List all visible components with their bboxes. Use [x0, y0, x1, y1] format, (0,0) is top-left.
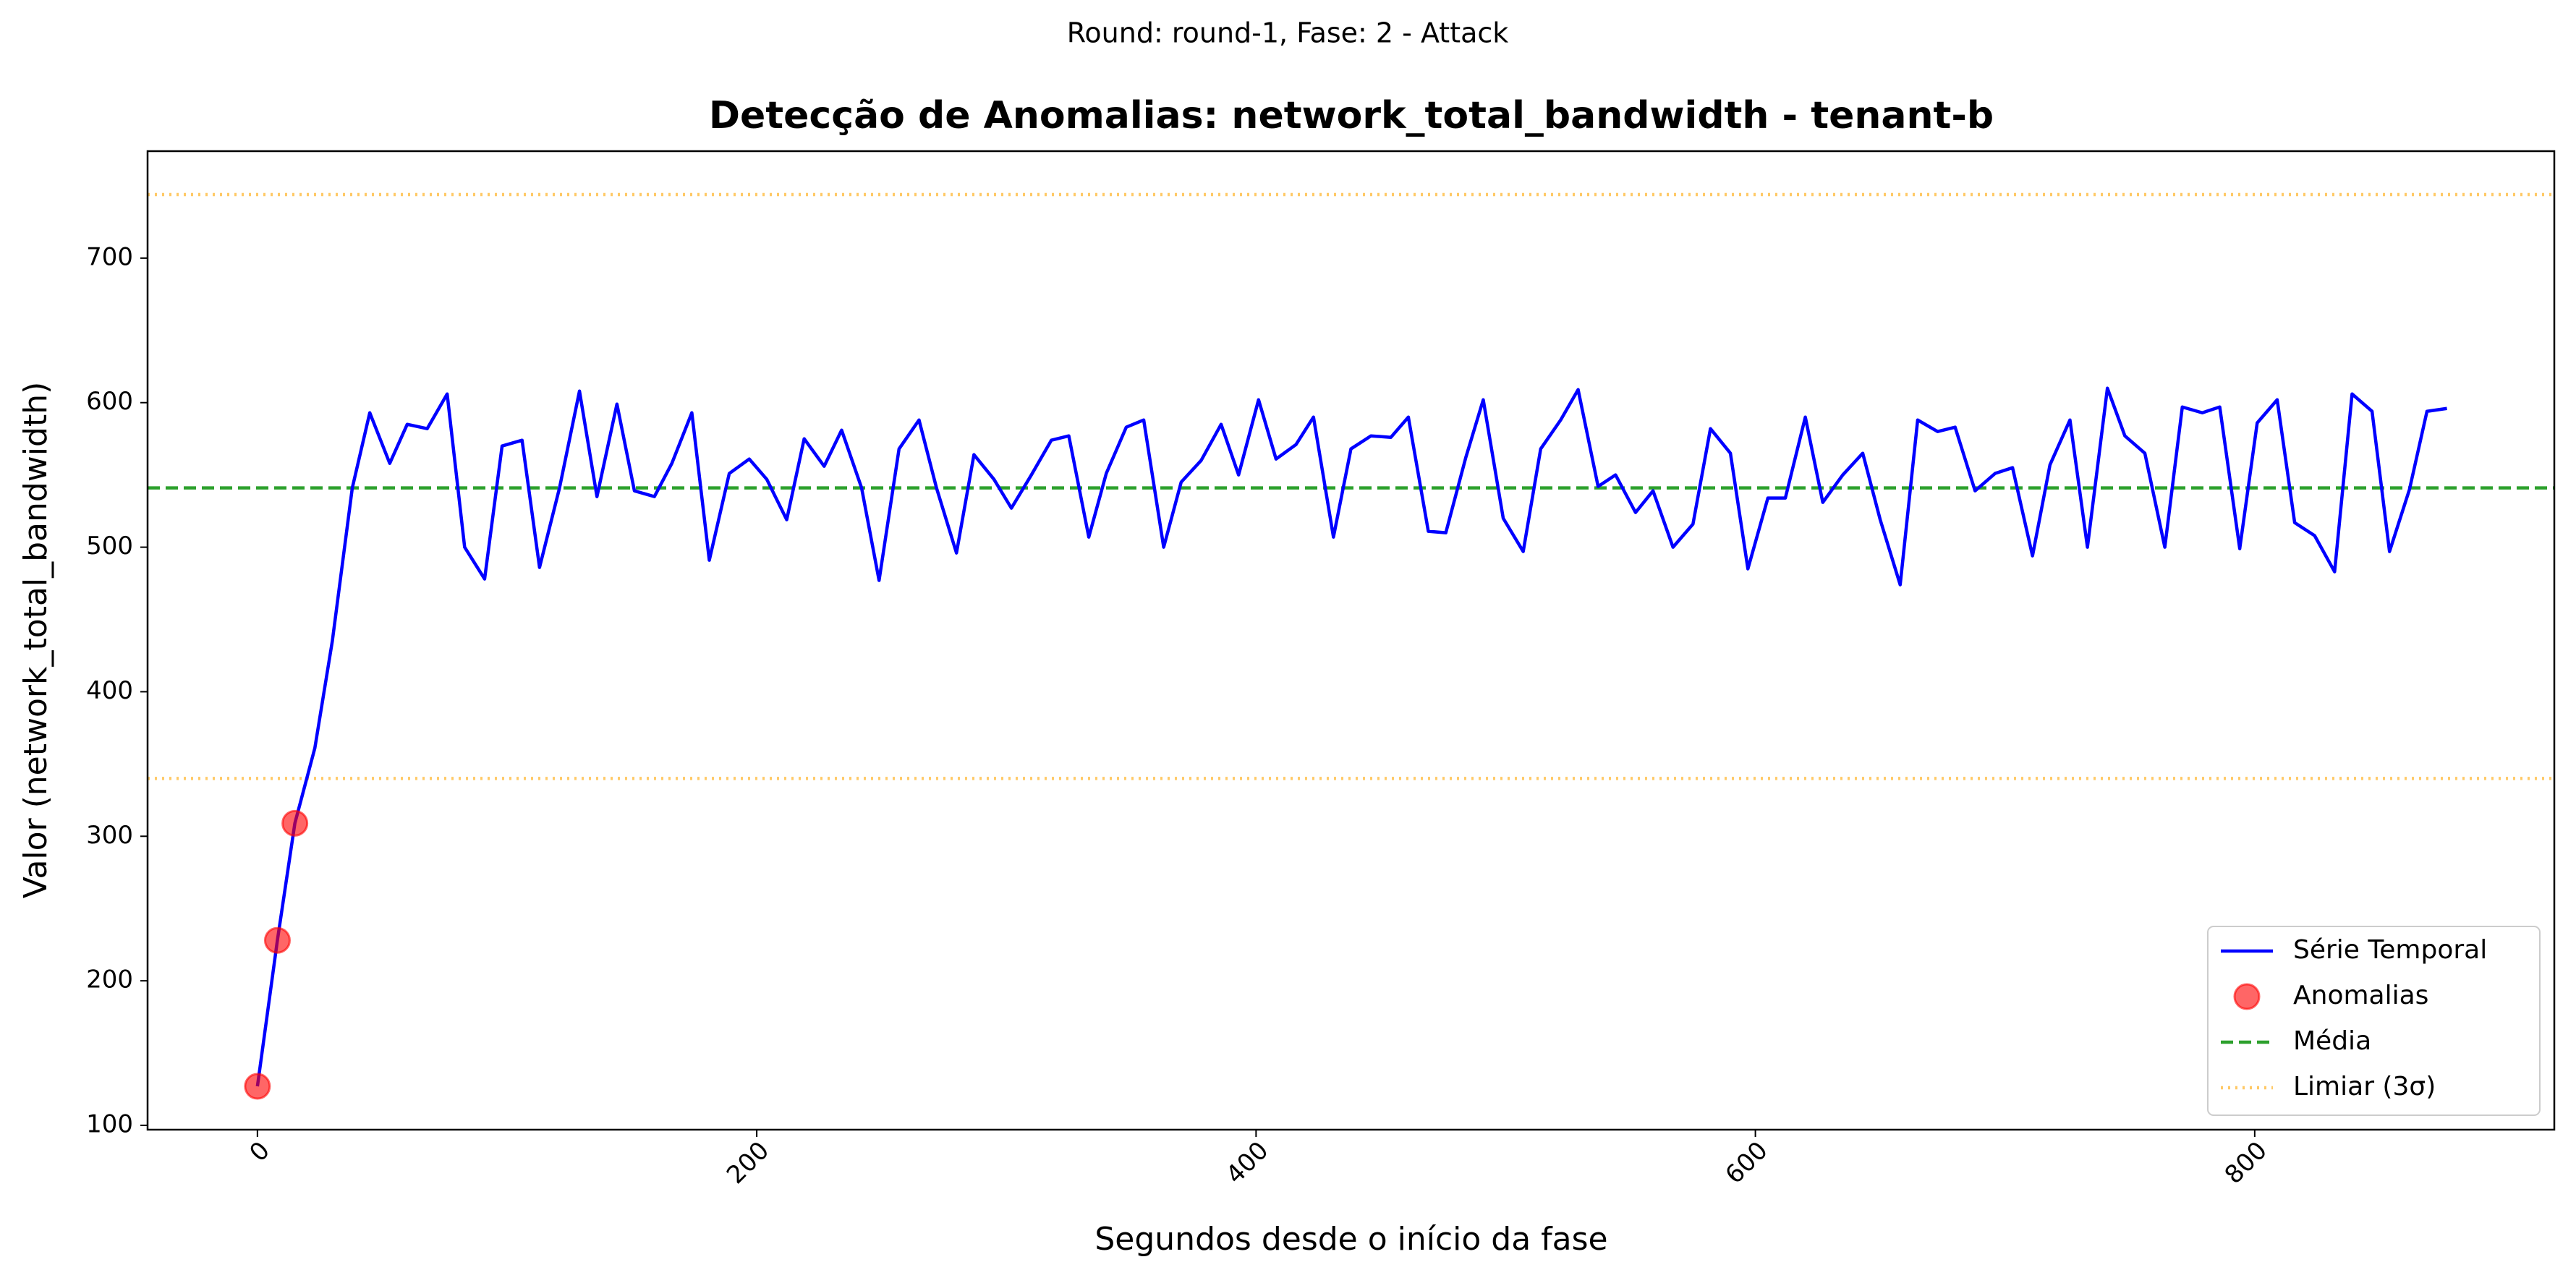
legend-label: Série Temporal [2293, 935, 2487, 965]
legend-box [2207, 926, 2541, 1116]
plot-frame [146, 150, 2556, 1131]
y-tick-label: 600 [86, 387, 133, 416]
legend-label: Média [2293, 1026, 2371, 1056]
chart-title: Detecção de Anomalias: network_total_ban… [709, 94, 1994, 137]
y-tick-label: 200 [86, 966, 133, 994]
y-tick-label: 500 [86, 532, 133, 560]
legend-label: Limiar (3σ) [2293, 1072, 2436, 1101]
y-axis-label: Valor (network_total_bandwidth) [17, 382, 54, 898]
anomaly-point [244, 1073, 271, 1100]
y-tick-label: 700 [86, 242, 133, 271]
x-tick-label: 600 [1720, 1136, 1774, 1190]
x-tick-label: 800 [2219, 1136, 2273, 1190]
x-tick-label: 400 [1220, 1136, 1274, 1190]
anomaly-point [263, 926, 291, 954]
anomaly-point [281, 809, 309, 837]
x-axis-label: Segundos desde o início da fase [1094, 1221, 1607, 1258]
x-tick-label: 0 [244, 1136, 276, 1168]
y-tick-label: 400 [86, 676, 133, 705]
y-tick-label: 100 [86, 1110, 133, 1139]
y-tick-label: 300 [86, 821, 133, 850]
x-tick-label: 200 [721, 1136, 775, 1190]
suptitle: Round: round-1, Fase: 2 - Attack [1067, 17, 1509, 49]
legend-label: Anomalias [2293, 981, 2428, 1010]
legend-swatch [2233, 983, 2261, 1010]
series-line [255, 386, 2447, 1087]
